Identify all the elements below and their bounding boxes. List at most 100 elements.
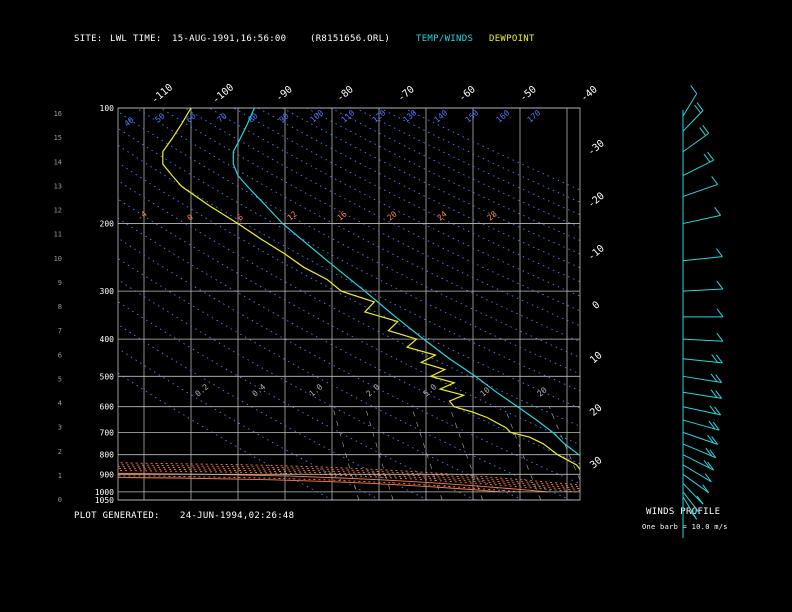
temp-legend: TEMP/WINDS: [416, 34, 474, 44]
dry-adiabat-label: 50: [154, 111, 167, 124]
height-km-label: 5: [58, 375, 62, 383]
wind-barb-flag: [703, 459, 711, 469]
moist-adiabat-label: -4: [136, 209, 149, 222]
height-km-label: 6: [58, 351, 62, 359]
height-km-label: 1: [58, 472, 62, 480]
pressure-label: 700: [100, 428, 115, 437]
generated-label: PLOT GENERATED:: [74, 511, 160, 521]
pressure-label: 500: [100, 372, 115, 381]
pressure-label: 400: [100, 335, 115, 344]
time-value: 15-AUG-1991,16:56:00: [172, 34, 287, 44]
isotherm-label-right: 20: [588, 402, 604, 418]
wind-barb-flag: [702, 125, 710, 134]
mixing-ratio-label: 1.0: [308, 382, 325, 398]
wind-barb-flag: [716, 332, 724, 342]
winds-profile-title: WINDS PROFILE: [646, 507, 721, 517]
mixing-ratio-line: [504, 406, 542, 500]
wind-barb: [682, 443, 716, 459]
wind-barb: [682, 431, 718, 445]
winds-barb-note: One barb = 10.0 m/s: [642, 523, 728, 531]
height-km-label: 10: [54, 255, 62, 263]
dewpoint-line: [162, 108, 580, 471]
wind-barb-flag: [714, 207, 721, 216]
wind-barb-flag: [702, 484, 710, 493]
wind-barb-flag: [708, 420, 716, 430]
isotherm-label-top: -90: [274, 84, 295, 104]
height-km-label: 3: [58, 424, 62, 432]
mixing-ratio-label: 5.0: [422, 382, 439, 398]
moist-adiabat-line: [118, 466, 580, 490]
wind-barb-flag: [707, 151, 715, 161]
pressure-label: 600: [100, 403, 115, 412]
isotherm-label-right: -20: [586, 191, 607, 211]
wind-barb: [682, 338, 723, 342]
wind-barb: [682, 93, 698, 117]
dry-adiabat-line: [118, 372, 333, 500]
wind-barb: [682, 132, 710, 153]
dew-legend: DEWPOINT: [489, 34, 535, 44]
wind-barb-flag: [710, 389, 718, 398]
moist-adiabat-label: 16: [336, 209, 349, 222]
wind-barb: [682, 358, 723, 364]
wind-barb-flag: [707, 434, 714, 444]
wind-barb: [682, 110, 704, 132]
wind-barb: [682, 288, 723, 292]
wind-barb: [682, 183, 718, 197]
dry-adiabat-label: 90: [278, 111, 291, 124]
mixing-ratio-line: [449, 406, 483, 500]
wind-barb-flag: [693, 505, 701, 514]
wind-barb-flag: [715, 354, 723, 364]
site-label: SITE:: [74, 34, 103, 44]
dry-adiabat-line: [209, 108, 580, 297]
moist-adiabat-label: 20: [386, 209, 399, 222]
mixing-ratio-label: 0.4: [251, 382, 268, 398]
dry-adiabat-line: [118, 198, 580, 446]
generated-value: 24-JUN-1994,02:26:48: [180, 511, 295, 521]
wind-barb-flag: [699, 127, 707, 136]
moist-adiabat-label: 0: [186, 212, 196, 222]
isotherm-label-top: -60: [457, 84, 478, 104]
dry-adiabat-label: 170: [526, 108, 543, 124]
mixing-ratio-line: [364, 406, 394, 500]
dry-adiabat-line: [118, 111, 580, 359]
mixing-ratio-line: [549, 406, 580, 481]
moist-adiabat-line: [118, 462, 580, 486]
wind-barb: [682, 464, 712, 483]
height-km-label: 2: [58, 448, 62, 456]
moist-adiabat-label: 24: [436, 209, 449, 222]
dry-adiabat-label: 40: [123, 115, 136, 128]
wind-barb-flag: [714, 406, 721, 416]
height-km-label: 16: [54, 110, 62, 118]
time-label: TIME:: [133, 34, 162, 44]
wind-barb-flag: [705, 447, 713, 457]
wind-barb-flag: [715, 390, 723, 399]
isotherm-label-top: -110: [150, 82, 176, 106]
height-km-label: 7: [58, 327, 62, 335]
moist-adiabat-label: 12: [286, 209, 299, 222]
wind-barb-flag: [709, 405, 717, 415]
dry-adiabat-line: [118, 127, 580, 375]
wind-barb: [682, 159, 714, 177]
isotherm-label-top: -40: [579, 84, 600, 104]
mixing-ratio-label: 20: [536, 385, 549, 398]
mixing-ratio-line: [597, 407, 640, 500]
dry-adiabat-label: 70: [216, 111, 229, 124]
height-km-label: 11: [54, 231, 62, 239]
isotherm-label-top: -70: [396, 84, 417, 104]
temperature-line: [232, 108, 580, 457]
wind-barb-flag: [712, 421, 720, 431]
wind-barb-flag: [690, 511, 698, 520]
isotherm-label-right: 10: [588, 350, 604, 366]
wind-barb-flag: [716, 280, 724, 290]
isotherm-label-right: 30: [588, 455, 604, 471]
wind-barb-flag: [707, 461, 715, 471]
wind-barb-flag: [710, 373, 718, 383]
height-km-label: 12: [54, 207, 62, 215]
moist-adiabat-line: [118, 470, 577, 493]
dry-adiabat-line: [379, 108, 580, 203]
moist-adiabat-label: 6: [236, 212, 246, 222]
wind-barb-flag: [711, 176, 719, 185]
dry-adiabat-line: [355, 108, 580, 216]
isotherm-label-right: -10: [586, 243, 607, 263]
